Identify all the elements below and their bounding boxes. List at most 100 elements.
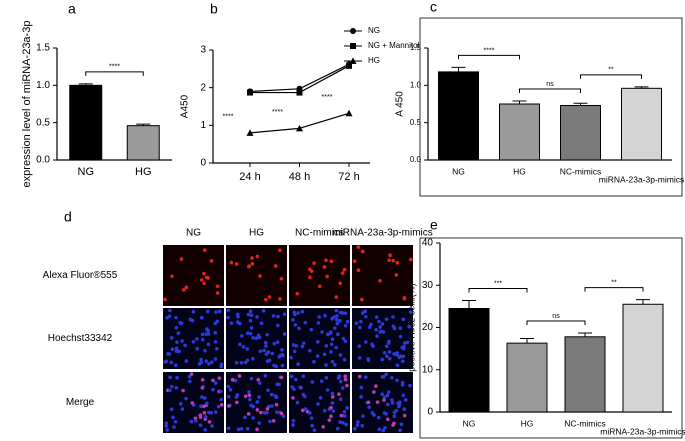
x-tick-label: HG [135,166,152,178]
cell [329,342,334,347]
cell [289,355,293,360]
cell [329,350,333,354]
cell [386,402,390,407]
cell [379,329,383,334]
cell [241,345,246,349]
cell [370,411,375,415]
cell [247,393,252,398]
y-axis-label: A 450 [395,91,406,117]
cell [213,340,218,344]
error-bar [462,299,476,309]
cell [236,427,241,432]
cell [341,386,345,390]
cell [230,377,235,382]
panel-letter: c [430,0,437,15]
cell [377,427,382,432]
cell [294,377,298,382]
cell [366,358,371,363]
cell [352,259,357,263]
cell [246,331,250,335]
cell [264,297,268,302]
cell [321,425,325,429]
cell [168,375,172,380]
error-bar [520,337,534,344]
cell [251,356,255,361]
cell [188,317,193,322]
cell [408,257,413,262]
cell [291,318,295,322]
x-tick-label: NG [78,166,95,178]
cell [200,337,205,342]
cell [315,340,320,344]
y-tick-label: 0.0 [36,155,50,166]
cell [179,257,184,261]
cell [317,315,321,319]
cell [378,325,382,329]
cell [360,423,365,428]
cell [384,344,389,349]
micrograph [226,245,287,306]
cell [264,344,268,348]
cell [246,412,251,416]
y-tick-label: 30 [422,280,434,291]
cell [395,378,399,383]
cell [296,311,300,315]
panel-letter: d [64,209,72,225]
cell [213,330,218,335]
y-tick-label: 20 [422,322,434,333]
cell [310,423,315,428]
cell [239,426,244,431]
significance-bracket [468,287,528,293]
cell [281,414,286,418]
cell [276,323,280,328]
error-bar [78,83,93,86]
cell [206,328,210,333]
cell [356,268,361,272]
cell [318,395,323,400]
row-label: Hoechst33342 [48,333,113,344]
cell [200,332,205,337]
significance-bracket [458,54,520,60]
cell [397,404,401,409]
cell [343,311,348,316]
cell [250,262,255,266]
error-bar [451,66,466,72]
cell [391,315,395,319]
cell [312,359,316,364]
cell [325,274,329,279]
cell [341,336,346,341]
cell [401,317,406,322]
cell [338,353,343,357]
cell [194,418,198,423]
significance-label: **** [272,109,283,116]
cell [357,374,362,379]
cell [237,374,242,378]
cell [219,364,223,369]
cell [202,248,207,252]
cell [291,418,296,423]
cell [195,337,199,341]
cell [207,410,211,415]
cell [206,309,210,314]
cell [277,382,281,387]
cell [375,400,380,405]
micrograph-background [289,245,350,306]
cell [330,401,335,405]
cell [239,360,244,365]
cell [245,347,250,351]
cell [274,364,278,369]
cell [290,385,294,389]
cell [336,332,340,337]
cell [394,273,399,277]
bar [499,103,540,161]
cell [375,334,379,338]
cell [173,363,178,368]
cell [387,350,392,354]
cell [310,380,315,384]
y-tick-label: 2 [200,82,206,93]
cell [374,327,378,332]
legend-label: HG [368,56,380,65]
cell [261,309,266,313]
cell [358,325,362,330]
cell [266,350,271,354]
